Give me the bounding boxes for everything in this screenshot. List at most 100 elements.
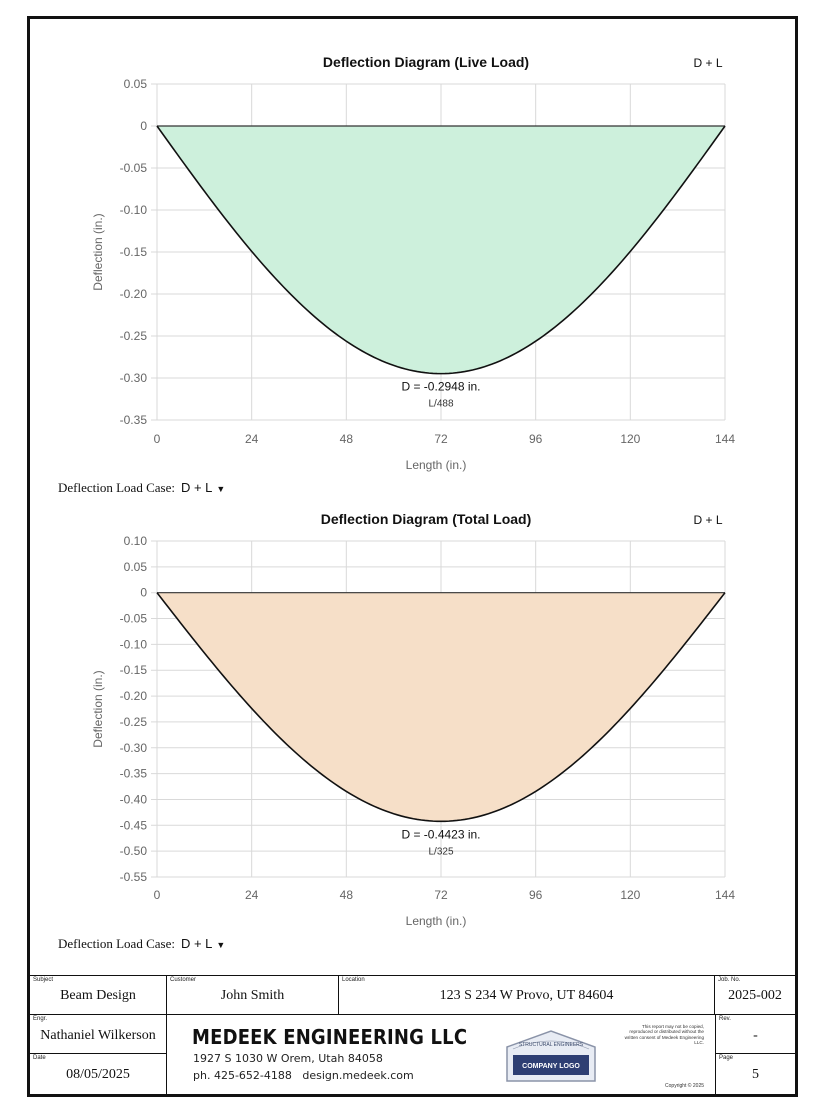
y-tick-label: -0.35 [120, 413, 148, 427]
job-label: Job. No. [718, 977, 741, 983]
y-tick-label: -0.15 [120, 245, 148, 259]
rev-label: Rev. [719, 1016, 731, 1022]
subject-label: Subject [33, 977, 54, 983]
customer-value: John Smith [220, 988, 285, 1003]
logo-text: COMPANY LOGO [522, 1063, 580, 1070]
deflection-ratio-label: L/488 [428, 399, 453, 410]
company-website[interactable]: design.medeek.com [302, 1069, 414, 1082]
y-tick-label: 0.05 [124, 560, 148, 574]
deflection-area [157, 126, 725, 374]
customer-cell: Customer John Smith [167, 976, 339, 1015]
company-phone: ph. 425-652-4188 [193, 1069, 292, 1082]
logo-tagline: STRUCTURAL ENGINEERS [519, 1042, 584, 1048]
page-frame [27, 16, 798, 1097]
copyright: Copyright © 2025 [665, 1083, 704, 1089]
subject-cell: Subject Beam Design [30, 976, 167, 1015]
x-tick-label: 120 [620, 432, 640, 446]
dropdown-arrow-icon[interactable]: ▼ [216, 484, 226, 494]
y-tick-label: -0.35 [120, 767, 148, 781]
x-tick-label: 24 [245, 888, 259, 902]
title-block [30, 975, 795, 976]
engr-cell: Engr. Nathaniel Wilkerson [30, 1015, 167, 1054]
rev-value: - [753, 1028, 758, 1043]
engr-label: Engr. [33, 1016, 48, 1022]
chart-case-tag: D + L [693, 513, 722, 527]
location-cell: Location 123 S 234 W Provo, UT 84604 [339, 976, 715, 1015]
company-name: MEDEEK ENGINEERING LLC [192, 1025, 468, 1049]
y-tick-label: 0.10 [124, 534, 148, 548]
chart-title: Deflection Diagram (Live Load) [323, 54, 529, 70]
x-tick-label: 24 [245, 432, 259, 446]
x-tick-label: 96 [529, 432, 543, 446]
page-cell: Page 5 [715, 1054, 795, 1094]
y-tick-label: -0.15 [120, 663, 148, 677]
x-tick-label: 72 [434, 888, 448, 902]
job-cell: Job. No. 2025-002 [715, 976, 795, 1015]
date-value: 08/05/2025 [66, 1067, 130, 1082]
y-tick-label: -0.05 [120, 161, 148, 175]
company-address: 1927 S 1030 W Orem, Utah 84058 [193, 1052, 383, 1065]
page-label: Page [719, 1055, 734, 1061]
load-case-label: Deflection Load Case: [58, 936, 175, 951]
location-value: 123 S 234 W Provo, UT 84604 [439, 988, 614, 1003]
load-case-value[interactable]: D + L [180, 480, 213, 495]
rev-cell: Rev. - [715, 1015, 795, 1054]
x-tick-label: 96 [529, 888, 543, 902]
y-tick-label: -0.20 [120, 689, 148, 703]
load-case-label: Deflection Load Case: [58, 480, 175, 495]
y-tick-label: 0 [140, 119, 147, 133]
job-value: 2025-002 [728, 988, 782, 1003]
x-axis-label: Length (in.) [406, 458, 467, 472]
y-tick-label: -0.40 [120, 792, 148, 806]
disclaimer: This report may not be copied, reproduce… [624, 1024, 704, 1046]
x-tick-label: 48 [340, 432, 354, 446]
y-tick-label: -0.05 [120, 612, 148, 626]
y-tick-label: -0.25 [120, 715, 148, 729]
subject-value: Beam Design [60, 988, 136, 1003]
load-case-selector-live[interactable]: Deflection Load Case: D + L ▼ [58, 480, 225, 496]
y-axis-label: Deflection (in.) [91, 670, 105, 747]
company-contact: ph. 425-652-4188 design.medeek.com [193, 1069, 414, 1082]
company-logo: STRUCTURAL ENGINEERS COMPANY LOGO [506, 1030, 596, 1082]
x-tick-label: 0 [154, 888, 161, 902]
y-tick-label: 0.05 [124, 77, 148, 91]
y-tick-label: -0.20 [120, 287, 148, 301]
y-tick-label: -0.30 [120, 371, 148, 385]
deflection-curve [156, 125, 726, 375]
chart-title: Deflection Diagram (Total Load) [321, 511, 532, 527]
customer-label: Customer [170, 977, 197, 983]
x-axis-label: Length (in.) [406, 914, 467, 928]
load-case-selector-total[interactable]: Deflection Load Case: D + L ▼ [58, 936, 225, 952]
date-label: Date [33, 1055, 46, 1061]
chart-total-load: 0.10 0.05 0 -0.05 -0.10 -0.15 -0.20 -0.25 -0.30 -… [91, 511, 735, 928]
y-tick-label: 0 [140, 586, 147, 600]
location-label: Location [342, 977, 365, 983]
chart-case-tag: D + L [693, 56, 722, 70]
x-tick-label: 144 [715, 888, 735, 902]
engr-value: Nathaniel Wilkerson [40, 1028, 156, 1043]
max-deflection-label: D = -0.2948 in. [401, 380, 480, 394]
load-case-value[interactable]: D + L [180, 936, 213, 951]
y-axis-label: Deflection (in.) [91, 213, 105, 290]
chart-live-load: 0.05 0 -0.05 -0.10 -0.15 -0.20 -0.25 -0.30 -0.35… [91, 54, 735, 472]
x-tick-label: 0 [154, 432, 161, 446]
page-value: 5 [752, 1067, 759, 1082]
y-tick-label: -0.45 [120, 818, 148, 832]
x-tick-label: 120 [620, 888, 640, 902]
date-cell: Date 08/05/2025 [30, 1054, 167, 1094]
y-tick-label: -0.25 [120, 329, 148, 343]
y-tick-label: -0.10 [120, 637, 148, 651]
deflection-curve [156, 592, 726, 823]
y-tick-label: -0.30 [120, 741, 148, 755]
y-tick-label: -0.50 [120, 844, 148, 858]
deflection-area [157, 592, 725, 822]
dropdown-arrow-icon[interactable]: ▼ [216, 940, 226, 950]
x-tick-label: 144 [715, 432, 735, 446]
y-tick-label: -0.55 [120, 870, 148, 884]
x-tick-label: 72 [434, 432, 448, 446]
y-tick-label: -0.10 [120, 203, 148, 217]
deflection-ratio-label: L/325 [428, 846, 453, 857]
max-deflection-label: D = -0.4423 in. [401, 827, 480, 841]
x-tick-label: 48 [340, 888, 354, 902]
